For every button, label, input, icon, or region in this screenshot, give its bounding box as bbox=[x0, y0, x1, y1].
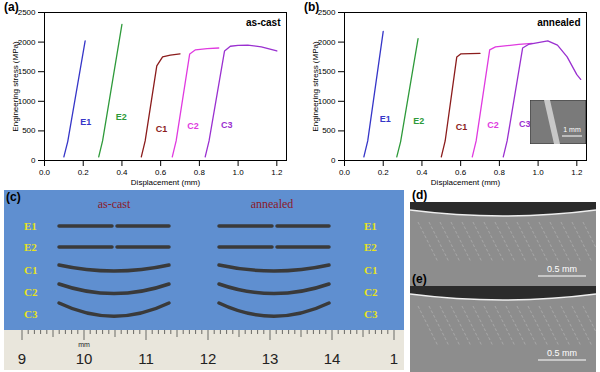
svg-text:1: 1 bbox=[390, 350, 398, 367]
svg-text:0.2: 0.2 bbox=[78, 168, 90, 177]
svg-text:2500: 2500 bbox=[18, 8, 36, 17]
svg-text:0: 0 bbox=[331, 156, 336, 165]
svg-text:1.2: 1.2 bbox=[271, 168, 283, 177]
svg-text:0: 0 bbox=[31, 156, 36, 165]
svg-text:0.4: 0.4 bbox=[116, 168, 128, 177]
svg-text:12: 12 bbox=[200, 350, 217, 367]
svg-text:E1: E1 bbox=[24, 220, 37, 232]
svg-text:E2: E2 bbox=[364, 241, 377, 253]
svg-text:C3: C3 bbox=[221, 120, 233, 130]
svg-text:E1: E1 bbox=[80, 117, 91, 127]
svg-text:C1: C1 bbox=[364, 264, 377, 276]
html-text:(a): (a) bbox=[4, 0, 19, 14]
svg-text:500: 500 bbox=[22, 126, 36, 135]
svg-text:2000: 2000 bbox=[318, 38, 336, 47]
svg-text:500: 500 bbox=[322, 126, 336, 135]
html-text:(b): (b) bbox=[304, 0, 320, 14]
svg-text:E2: E2 bbox=[116, 112, 127, 122]
svg-text:0.5 mm: 0.5 mm bbox=[547, 264, 577, 274]
svg-text:C2: C2 bbox=[187, 121, 199, 131]
html-text:(d): (d) bbox=[412, 188, 428, 202]
svg-text:C3: C3 bbox=[519, 119, 531, 129]
svg-text:C3: C3 bbox=[364, 308, 378, 320]
svg-text:C2: C2 bbox=[487, 120, 499, 130]
svg-text:14: 14 bbox=[324, 350, 341, 367]
svg-text:0.0: 0.0 bbox=[39, 168, 51, 177]
svg-text:9: 9 bbox=[18, 350, 26, 367]
svg-text:0.0: 0.0 bbox=[339, 168, 351, 177]
svg-text:11: 11 bbox=[138, 350, 154, 367]
svg-text:1000: 1000 bbox=[18, 97, 36, 106]
svg-text:0.8: 0.8 bbox=[194, 168, 206, 177]
html-text:(c): (c) bbox=[6, 190, 21, 204]
svg-text:Engineering stress (MPa): Engineering stress (MPa) bbox=[311, 41, 320, 132]
svg-text:E2: E2 bbox=[24, 241, 37, 253]
svg-text:C2: C2 bbox=[364, 286, 378, 298]
svg-text:1000: 1000 bbox=[318, 97, 336, 106]
svg-text:Engineering stress (MPa): Engineering stress (MPa) bbox=[11, 41, 20, 132]
svg-text:1500: 1500 bbox=[318, 67, 336, 76]
svg-text:1.2: 1.2 bbox=[571, 168, 583, 177]
svg-text:E1: E1 bbox=[364, 220, 377, 232]
svg-text:1.0: 1.0 bbox=[233, 168, 245, 177]
svg-text:0.2: 0.2 bbox=[378, 168, 390, 177]
svg-text:10: 10 bbox=[76, 350, 93, 367]
svg-text:annealed: annealed bbox=[251, 197, 294, 211]
svg-text:0.6: 0.6 bbox=[455, 168, 467, 177]
svg-text:Displacement (mm): Displacement (mm) bbox=[431, 178, 501, 187]
svg-text:13: 13 bbox=[262, 350, 279, 367]
svg-text:C2: C2 bbox=[24, 286, 38, 298]
svg-text:C1: C1 bbox=[156, 124, 168, 134]
svg-text:as-cast: as-cast bbox=[98, 197, 131, 211]
svg-text:C1: C1 bbox=[456, 122, 468, 132]
svg-text:C3: C3 bbox=[24, 308, 38, 320]
svg-text:2500: 2500 bbox=[318, 8, 336, 17]
svg-text:1 mm: 1 mm bbox=[563, 126, 581, 133]
svg-text:Displacement (mm): Displacement (mm) bbox=[131, 178, 201, 187]
svg-text:0.6: 0.6 bbox=[155, 168, 167, 177]
svg-text:1500: 1500 bbox=[18, 67, 36, 76]
html-text:(e): (e) bbox=[412, 272, 427, 286]
svg-text:1.0: 1.0 bbox=[533, 168, 545, 177]
svg-text:E2: E2 bbox=[413, 116, 424, 126]
svg-text:annealed: annealed bbox=[537, 17, 580, 28]
svg-text:2000: 2000 bbox=[18, 38, 36, 47]
svg-text:mm: mm bbox=[78, 341, 90, 348]
svg-text:as-cast: as-cast bbox=[246, 17, 281, 28]
svg-text:C1: C1 bbox=[24, 264, 37, 276]
svg-text:0.8: 0.8 bbox=[494, 168, 506, 177]
svg-text:E1: E1 bbox=[380, 114, 391, 124]
svg-text:0.4: 0.4 bbox=[416, 168, 428, 177]
svg-text:0.5 mm: 0.5 mm bbox=[547, 348, 577, 358]
